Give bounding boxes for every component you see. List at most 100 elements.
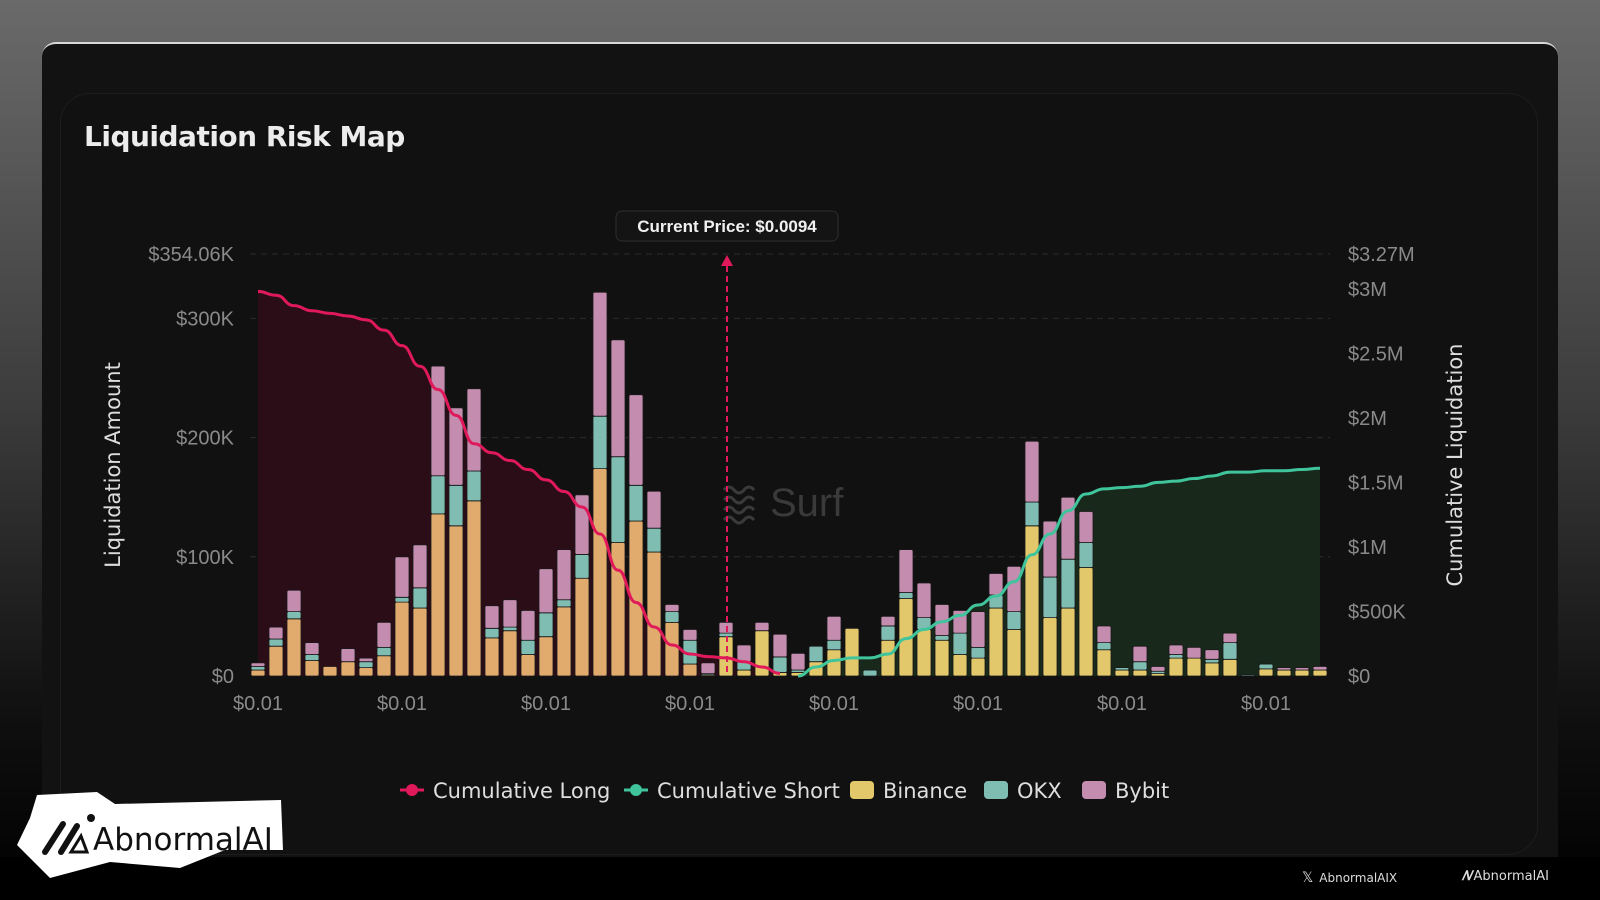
bar-stack	[1042, 520, 1058, 677]
liquidation-chart: Surf Current Price: $0.0094 $0 $100K $200K…	[101, 210, 1467, 803]
bar-binance	[484, 637, 500, 677]
current-price-tooltip-box	[615, 210, 839, 242]
bar-stack	[934, 604, 950, 677]
bar-bybit	[628, 394, 644, 486]
bar-binance	[394, 601, 410, 677]
bar-binance	[1204, 662, 1220, 677]
bar-binance	[466, 500, 482, 677]
bar-okx	[1006, 611, 1022, 630]
cumulative-areas	[258, 291, 1320, 676]
bar-okx	[628, 484, 644, 522]
bar-binance	[1132, 669, 1148, 677]
bar-binance	[1078, 567, 1094, 677]
legend-item-binance[interactable]: Binance	[850, 779, 967, 803]
y2-tick-label: $0	[1348, 666, 1370, 688]
legend-item-bybit[interactable]: Bybit	[1082, 779, 1169, 803]
bar-binance	[970, 657, 986, 677]
bar-binance	[916, 629, 932, 677]
bar-bybit	[988, 573, 1004, 596]
legend-item-cumulative-short[interactable]: Cumulative Short	[624, 779, 840, 803]
bar-binance	[1006, 629, 1022, 677]
y-tick-label: $100K	[176, 547, 234, 569]
bar-binance	[502, 630, 518, 677]
bar-binance	[286, 618, 302, 677]
bar-bybit	[448, 407, 464, 486]
y2-tick-label: $2.5M	[1348, 343, 1404, 365]
bar-binance	[1042, 617, 1058, 677]
bar-bybit	[250, 662, 266, 667]
bar-okx	[1042, 576, 1058, 618]
bar-stack	[1132, 645, 1148, 677]
bar-bybit	[664, 604, 680, 613]
legend-item-cumulative-long[interactable]: Cumulative Long	[400, 779, 610, 803]
bar-binance	[1186, 657, 1202, 677]
bar-bybit	[898, 549, 914, 593]
current-price-tooltip-text: Current Price: $0.0094	[637, 217, 817, 236]
bar-bybit	[1168, 644, 1184, 655]
bar-binance	[1024, 525, 1040, 677]
bar-okx	[502, 626, 518, 632]
bar-stack	[844, 627, 860, 677]
bar-stack	[628, 394, 644, 677]
bar-bybit	[556, 549, 572, 601]
bar-okx	[574, 554, 590, 579]
bar-binance	[448, 525, 464, 677]
bar-okx	[430, 475, 446, 515]
legend-swatch-icon	[984, 781, 1008, 799]
bar-stack	[1276, 667, 1292, 677]
bar-stack	[970, 611, 986, 677]
bar-binance	[682, 663, 698, 677]
abnormalai-small-logo-icon: 𝑁	[1462, 869, 1472, 884]
bar-bybit	[1096, 625, 1112, 644]
bar-stack	[340, 648, 356, 677]
bar-binance	[430, 513, 446, 677]
bar-binance	[1096, 649, 1112, 677]
bar-stack	[502, 599, 518, 677]
bar-bybit	[970, 611, 986, 648]
bar-stack	[736, 644, 752, 677]
bar-okx	[538, 612, 554, 638]
bar-stack	[790, 652, 806, 677]
bar-bybit	[1132, 645, 1148, 663]
legend: Cumulative Long Cumulative Short Binance OK…	[400, 779, 1169, 803]
bar-okx	[880, 625, 896, 641]
current-price-marker: Current Price: $0.0094	[615, 210, 839, 676]
bar-okx	[376, 646, 392, 657]
y2-tick-label: $500K	[1348, 601, 1406, 623]
bar-bybit	[430, 365, 446, 477]
cumulative-lines	[257, 289, 1321, 678]
bar-binance	[268, 645, 284, 677]
y2-tick-label: $1M	[1348, 537, 1387, 559]
bar-bybit	[592, 291, 608, 417]
bar-stack	[1024, 440, 1040, 677]
bar-stack	[556, 549, 572, 677]
bar-binance	[988, 607, 1004, 677]
footer-x-handle[interactable]: 𝕏 AbnormalAIX	[1302, 870, 1398, 886]
y2-tick-label: $2M	[1348, 408, 1387, 430]
bar-bybit	[1276, 667, 1292, 671]
bar-stack	[1312, 666, 1328, 677]
bar-okx	[952, 632, 968, 655]
bar-bybit	[1222, 632, 1238, 644]
bar-okx	[412, 587, 428, 609]
bar-okx	[1258, 663, 1274, 670]
bar-okx	[1024, 501, 1040, 527]
bar-binance	[376, 655, 392, 677]
bar-bybit	[1186, 646, 1202, 659]
legend-label: Cumulative Short	[657, 779, 840, 803]
bar-stack	[520, 610, 536, 677]
bar-bybit	[304, 642, 320, 655]
legend-item-okx[interactable]: OKX	[984, 779, 1062, 803]
bar-stack	[1078, 511, 1094, 677]
bar-bybit	[394, 556, 410, 598]
bar-okx	[304, 654, 320, 661]
bar-bybit	[916, 582, 932, 618]
bar-binance	[880, 639, 896, 677]
bar-stack	[538, 568, 554, 677]
bar-okx	[394, 596, 410, 603]
bar-bybit	[376, 621, 392, 648]
bar-stack	[1204, 649, 1220, 677]
bar-okx	[268, 638, 284, 647]
legend-label: Binance	[883, 779, 967, 803]
x-tick-label: $0.01	[1097, 693, 1147, 715]
